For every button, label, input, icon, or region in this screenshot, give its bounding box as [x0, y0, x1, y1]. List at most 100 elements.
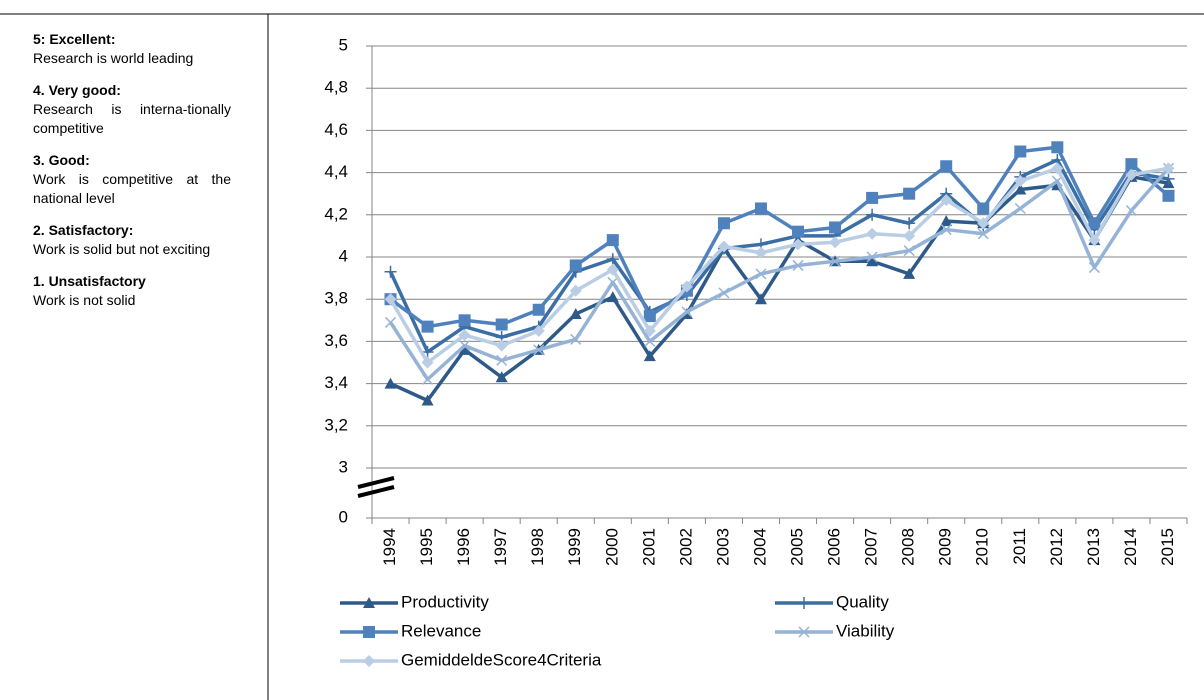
x-tick-label: 2005	[788, 528, 807, 566]
marker	[607, 276, 619, 288]
legend-marker	[363, 597, 375, 608]
legend-label: Quality	[836, 592, 889, 611]
marker	[532, 303, 545, 316]
marker	[606, 253, 619, 266]
line	[389, 167, 1170, 382]
x-tick-label: 2007	[862, 528, 881, 566]
marker	[792, 225, 805, 238]
scale-item: 3. Good: Work is competitive at the natio…	[33, 151, 231, 208]
marker	[422, 373, 434, 385]
marker	[1051, 162, 1064, 175]
marker	[866, 255, 879, 267]
marker	[717, 217, 730, 230]
marker	[384, 316, 397, 328]
marker	[718, 287, 730, 299]
legend-label: GemiddeldeScore4Criteria	[401, 650, 602, 669]
marker	[421, 356, 434, 369]
marker	[569, 307, 582, 319]
marker	[421, 345, 434, 358]
marker	[903, 245, 915, 257]
marker	[1014, 183, 1027, 195]
marker	[496, 354, 508, 366]
legend-marker	[798, 626, 810, 638]
marker	[754, 202, 767, 215]
marker	[384, 377, 397, 389]
y-tick-label: 3,6	[324, 331, 348, 350]
marker	[940, 215, 953, 227]
marker	[903, 217, 916, 230]
marker	[643, 350, 656, 362]
marker	[384, 293, 397, 306]
marker	[1162, 162, 1175, 175]
marker	[940, 194, 953, 207]
marker	[1162, 189, 1175, 202]
marker	[681, 306, 693, 318]
y-tick-label: 3,2	[324, 415, 348, 434]
x-tick-label: 1996	[454, 528, 473, 566]
scale-item: 4. Very good: Research is interna-tionall…	[33, 81, 231, 138]
marker	[1125, 168, 1138, 181]
line	[389, 175, 1169, 403]
scale-item: 2. Satisfactory: Work is solid but not ex…	[33, 221, 231, 259]
marker	[1051, 141, 1064, 154]
x-tick-label: 2010	[973, 528, 992, 566]
marker	[458, 343, 471, 355]
marker	[1014, 202, 1026, 215]
legend-marker	[363, 626, 375, 638]
axis-break	[357, 476, 395, 489]
marker	[533, 344, 545, 356]
x-tick-label: 2008	[899, 528, 918, 566]
marker	[570, 333, 582, 345]
scale-heading: 4. Very good:	[33, 82, 121, 98]
marker	[903, 187, 916, 200]
marker	[421, 320, 434, 333]
marker	[606, 234, 619, 247]
legend-label: Viability	[836, 621, 895, 640]
x-tick-label: 2000	[602, 528, 621, 566]
scale-text: Research is world leading	[33, 50, 194, 66]
marker	[829, 255, 841, 267]
line	[388, 158, 1169, 354]
marker	[606, 291, 619, 303]
scale-text: Work is solid but not exciting	[33, 241, 211, 257]
x-tick-label: 2009	[936, 528, 955, 566]
scale-heading: 1. Unsatisfactory	[33, 273, 146, 289]
marker	[458, 314, 471, 327]
scale-heading: 3. Good:	[33, 152, 90, 168]
x-tick-label: 2003	[713, 528, 732, 566]
marker	[1088, 262, 1100, 274]
legend-marker	[363, 655, 375, 667]
marker	[569, 284, 582, 297]
scale-heading: 5: Excellent:	[33, 31, 116, 47]
x-tick-label: 2011	[1010, 528, 1029, 565]
marker	[644, 335, 656, 347]
x-tick-label: 2012	[1047, 528, 1066, 566]
sidebar: 5: Excellent: Research is world leading 4.…	[33, 30, 231, 323]
marker	[903, 267, 916, 279]
marker	[1125, 158, 1138, 171]
marker	[866, 227, 879, 240]
y-tick-label: 3	[339, 457, 348, 476]
marker	[606, 263, 619, 276]
x-tick-label: 1998	[528, 528, 547, 566]
marker	[680, 280, 693, 293]
x-tick-label: 1997	[491, 528, 510, 566]
marker	[903, 229, 916, 242]
marker	[792, 259, 804, 271]
marker	[866, 251, 878, 263]
scale-text: Research is interna-tionally competitive	[33, 101, 231, 136]
x-tick-label: 1995	[417, 528, 436, 566]
marker	[977, 217, 990, 230]
marker	[940, 160, 953, 173]
y-tick-label: 3,8	[324, 289, 348, 308]
marker	[1014, 175, 1027, 188]
legend-label: Productivity	[401, 592, 489, 611]
series	[384, 162, 1175, 385]
marker	[384, 265, 397, 278]
marker	[643, 310, 656, 323]
y-tick-label: 0	[339, 507, 348, 526]
marker	[866, 208, 879, 221]
y-tick-label: 4,2	[324, 204, 348, 223]
